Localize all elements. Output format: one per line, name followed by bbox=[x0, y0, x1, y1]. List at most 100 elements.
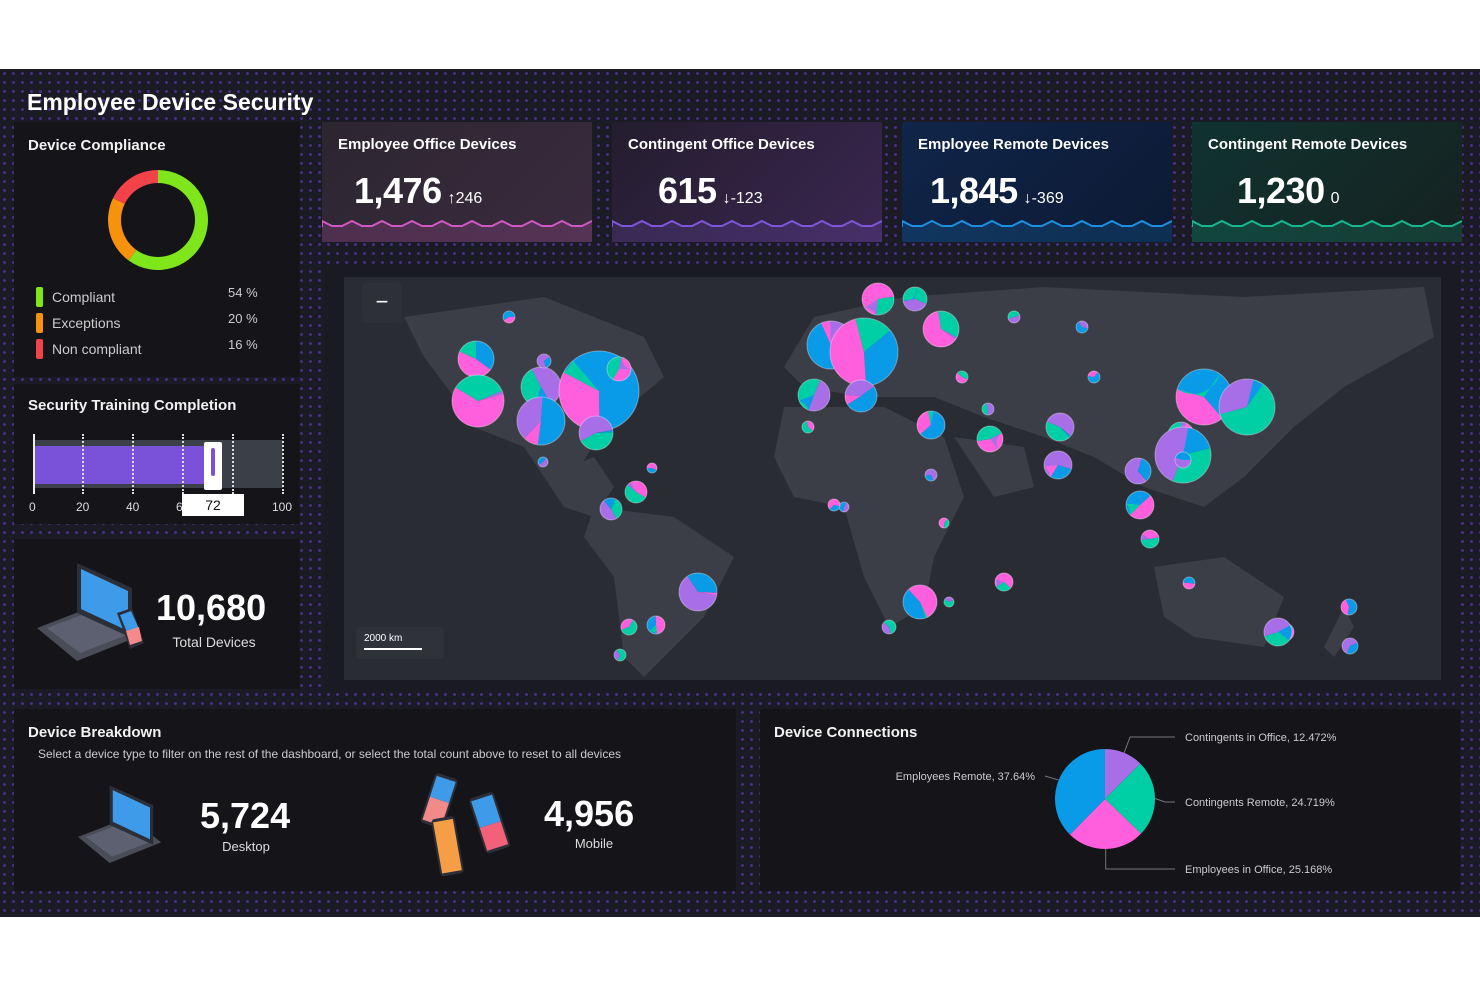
map-pie-marker-slice[interactable] bbox=[531, 367, 561, 405]
kpi-card-1[interactable]: Contingent Office Devices 615 ↓-123 bbox=[612, 122, 882, 242]
map-pie-marker-slice[interactable] bbox=[537, 354, 550, 368]
map-pie-marker-slice[interactable] bbox=[607, 357, 622, 380]
map-pie-marker-slice[interactable] bbox=[1060, 427, 1071, 438]
map-pie-marker-slice[interactable] bbox=[458, 351, 491, 377]
map-marker[interactable] bbox=[578, 415, 614, 451]
map-pie-marker-slice[interactable] bbox=[538, 458, 548, 467]
map-pie-marker-slice[interactable] bbox=[1078, 321, 1088, 329]
map-marker[interactable] bbox=[976, 425, 1004, 453]
map-marker[interactable] bbox=[1340, 598, 1358, 616]
map-marker[interactable] bbox=[861, 282, 895, 316]
map-pie-marker-slice[interactable] bbox=[1130, 495, 1154, 519]
map-pie-marker-slice[interactable] bbox=[798, 395, 814, 411]
training-gauge[interactable] bbox=[33, 434, 283, 494]
map-marker[interactable] bbox=[801, 420, 815, 434]
map-pie-marker-slice[interactable] bbox=[902, 287, 927, 304]
mobile-count[interactable]: 4,956 bbox=[544, 793, 635, 834]
map-pie-marker-slice[interactable] bbox=[802, 421, 813, 433]
map-marker[interactable] bbox=[1087, 370, 1101, 384]
map-pie-marker-slice[interactable] bbox=[559, 372, 600, 431]
map-pie-marker-slice[interactable] bbox=[977, 426, 1002, 442]
map-pie-marker-slice[interactable] bbox=[1138, 471, 1146, 483]
map-pie-marker-slice[interactable] bbox=[503, 311, 515, 321]
map-pie-marker-slice[interactable] bbox=[1047, 412, 1074, 437]
map-pie-marker-slice[interactable] bbox=[625, 484, 646, 504]
map-pie-marker-slice[interactable] bbox=[830, 319, 867, 386]
kpi-card-3[interactable]: Contingent Remote Devices 1,230 0 bbox=[1192, 122, 1462, 242]
map-pie-marker-slice[interactable] bbox=[459, 341, 476, 359]
map-pie-marker-slice[interactable] bbox=[821, 321, 831, 345]
map-pie-marker-slice[interactable] bbox=[612, 357, 632, 381]
map-pie-marker-slice[interactable] bbox=[939, 518, 948, 528]
map-pie-marker-slice[interactable] bbox=[864, 330, 899, 386]
map-pie-marker-slice[interactable] bbox=[1175, 452, 1191, 460]
map-pie-marker-slice[interactable] bbox=[1264, 632, 1290, 646]
map-pie-marker-slice[interactable] bbox=[847, 386, 877, 412]
map-pie-marker-slice[interactable] bbox=[1088, 372, 1100, 383]
map-pie-marker-slice[interactable] bbox=[808, 380, 830, 411]
map-marker[interactable] bbox=[1007, 310, 1021, 324]
map-marker[interactable] bbox=[451, 374, 505, 428]
map-pie-marker-slice[interactable] bbox=[956, 373, 968, 383]
map-pie-marker-slice[interactable] bbox=[1182, 582, 1195, 590]
map-pie-marker-slice[interactable] bbox=[1183, 427, 1211, 455]
map-marker[interactable] bbox=[1140, 529, 1160, 549]
map-marker[interactable] bbox=[516, 396, 566, 446]
map-pie-marker-slice[interactable] bbox=[944, 519, 949, 528]
map-pie-marker-slice[interactable] bbox=[908, 585, 938, 618]
map-marker[interactable] bbox=[981, 402, 995, 416]
map-pie-marker-slice[interactable] bbox=[1176, 389, 1223, 425]
map-pie-marker-slice[interactable] bbox=[1264, 618, 1291, 637]
map-marker[interactable] bbox=[881, 619, 897, 635]
map-pie-marker-slice[interactable] bbox=[876, 296, 895, 315]
map-marker[interactable] bbox=[1043, 450, 1073, 480]
map-pie-marker-slice[interactable] bbox=[903, 287, 918, 301]
map-pie-marker-slice[interactable] bbox=[1155, 427, 1189, 482]
map-pie-marker-slice[interactable] bbox=[1341, 599, 1349, 615]
map-pie-marker-slice[interactable] bbox=[579, 416, 613, 442]
map-pie-marker-slice[interactable] bbox=[1347, 642, 1358, 654]
map-pie-marker-slice[interactable] bbox=[922, 311, 956, 347]
map-marker[interactable] bbox=[613, 648, 627, 662]
map-marker[interactable] bbox=[844, 379, 878, 413]
map-marker[interactable] bbox=[646, 615, 666, 635]
map-pie-marker-slice[interactable] bbox=[903, 299, 926, 312]
map-pie-marker-slice[interactable] bbox=[600, 500, 617, 520]
map-pie-marker-slice[interactable] bbox=[928, 411, 934, 425]
pie-slice-contingents-remote[interactable] bbox=[1105, 763, 1155, 834]
map-pie-marker-slice[interactable] bbox=[925, 469, 937, 481]
map-pie-marker-slice[interactable] bbox=[883, 620, 896, 634]
map-pie-marker-slice[interactable] bbox=[986, 403, 994, 415]
map-pie-marker-slice[interactable] bbox=[537, 397, 566, 445]
connections-pie-chart[interactable]: Contingents in Office, 12.472% Contingent… bbox=[760, 709, 1460, 891]
map-pie-marker-slice[interactable] bbox=[1175, 457, 1191, 468]
map-pie-marker-slice[interactable] bbox=[647, 462, 657, 470]
map-pie-marker-slice[interactable] bbox=[839, 502, 847, 512]
map-marker[interactable] bbox=[624, 480, 648, 504]
total-devices-value[interactable]: 10,680 bbox=[156, 587, 267, 628]
map-marker[interactable] bbox=[916, 410, 946, 440]
map-pie-marker-slice[interactable] bbox=[806, 421, 814, 431]
map-pie-marker-slice[interactable] bbox=[517, 397, 543, 439]
compliance-donut[interactable] bbox=[103, 165, 213, 275]
map-pie-marker-slice[interactable] bbox=[1046, 421, 1070, 442]
map-pie-marker-slice[interactable] bbox=[616, 649, 626, 661]
map-pie-marker-slice[interactable] bbox=[647, 468, 657, 473]
map-pie-marker-slice[interactable] bbox=[1126, 503, 1140, 515]
map-pie-marker-slice[interactable] bbox=[524, 421, 541, 445]
map-pie-marker-slice[interactable] bbox=[1342, 638, 1358, 654]
map-pie-marker-slice[interactable] bbox=[845, 379, 874, 396]
map-pie-marker-slice[interactable] bbox=[621, 620, 637, 635]
map-marker[interactable] bbox=[536, 353, 552, 369]
map-pie-marker-slice[interactable] bbox=[655, 616, 665, 634]
map-pie-marker-slice[interactable] bbox=[621, 619, 633, 630]
map-marker[interactable] bbox=[902, 584, 938, 620]
map-pie-marker-slice[interactable] bbox=[1219, 379, 1275, 435]
map-pie-marker-slice[interactable] bbox=[944, 599, 955, 607]
map-pie-marker-slice[interactable] bbox=[603, 498, 616, 509]
map-marker[interactable] bbox=[502, 310, 516, 324]
map-pie-marker-slice[interactable] bbox=[990, 433, 1002, 450]
pie-slice-employees-remote[interactable] bbox=[1055, 749, 1105, 835]
map-pie-marker-slice[interactable] bbox=[920, 411, 945, 440]
map-pie-marker-slice[interactable] bbox=[1141, 537, 1159, 549]
